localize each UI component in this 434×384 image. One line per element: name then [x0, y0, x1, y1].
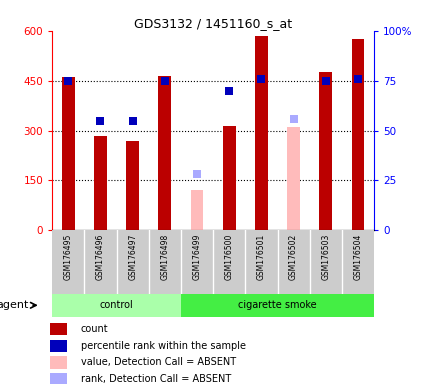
Point	[193, 171, 200, 177]
Bar	[254, 36, 267, 230]
Point	[225, 88, 232, 94]
Text: GSM176502: GSM176502	[289, 233, 297, 280]
Bar	[351, 39, 364, 230]
Bar	[50, 373, 67, 384]
Point	[65, 78, 72, 84]
Text: cigarette smoke: cigarette smoke	[238, 300, 316, 310]
Bar	[286, 127, 299, 230]
Point	[161, 78, 168, 84]
Bar	[50, 356, 67, 369]
Text: GSM176503: GSM176503	[321, 233, 329, 280]
Bar	[94, 136, 107, 230]
Bar	[190, 190, 203, 230]
Point	[129, 118, 136, 124]
Text: agent: agent	[0, 300, 29, 310]
Text: percentile rank within the sample: percentile rank within the sample	[81, 341, 245, 351]
Bar	[62, 77, 75, 230]
Text: GSM176495: GSM176495	[64, 233, 72, 280]
Text: GSM176497: GSM176497	[128, 233, 137, 280]
Text: GSM176500: GSM176500	[224, 233, 233, 280]
Text: GSM176496: GSM176496	[96, 233, 105, 280]
Bar	[158, 76, 171, 230]
Point	[322, 78, 329, 84]
Text: GSM176501: GSM176501	[256, 233, 265, 280]
Bar	[126, 141, 139, 230]
Text: rank, Detection Call = ABSENT: rank, Detection Call = ABSENT	[81, 374, 230, 384]
Text: GSM176498: GSM176498	[160, 233, 169, 280]
Bar	[222, 126, 235, 230]
Text: control: control	[99, 300, 133, 310]
Text: value, Detection Call = ABSENT: value, Detection Call = ABSENT	[81, 358, 235, 367]
Bar	[50, 323, 67, 335]
Bar	[52, 294, 181, 317]
Title: GDS3132 / 1451160_s_at: GDS3132 / 1451160_s_at	[134, 17, 292, 30]
Text: GSM176499: GSM176499	[192, 233, 201, 280]
Bar	[50, 340, 67, 352]
Text: count: count	[81, 324, 108, 334]
Bar	[181, 294, 373, 317]
Point	[354, 76, 361, 82]
Point	[257, 76, 264, 82]
Bar	[319, 72, 332, 230]
Point	[97, 118, 104, 124]
Text: GSM176504: GSM176504	[353, 233, 362, 280]
Point	[289, 116, 296, 122]
